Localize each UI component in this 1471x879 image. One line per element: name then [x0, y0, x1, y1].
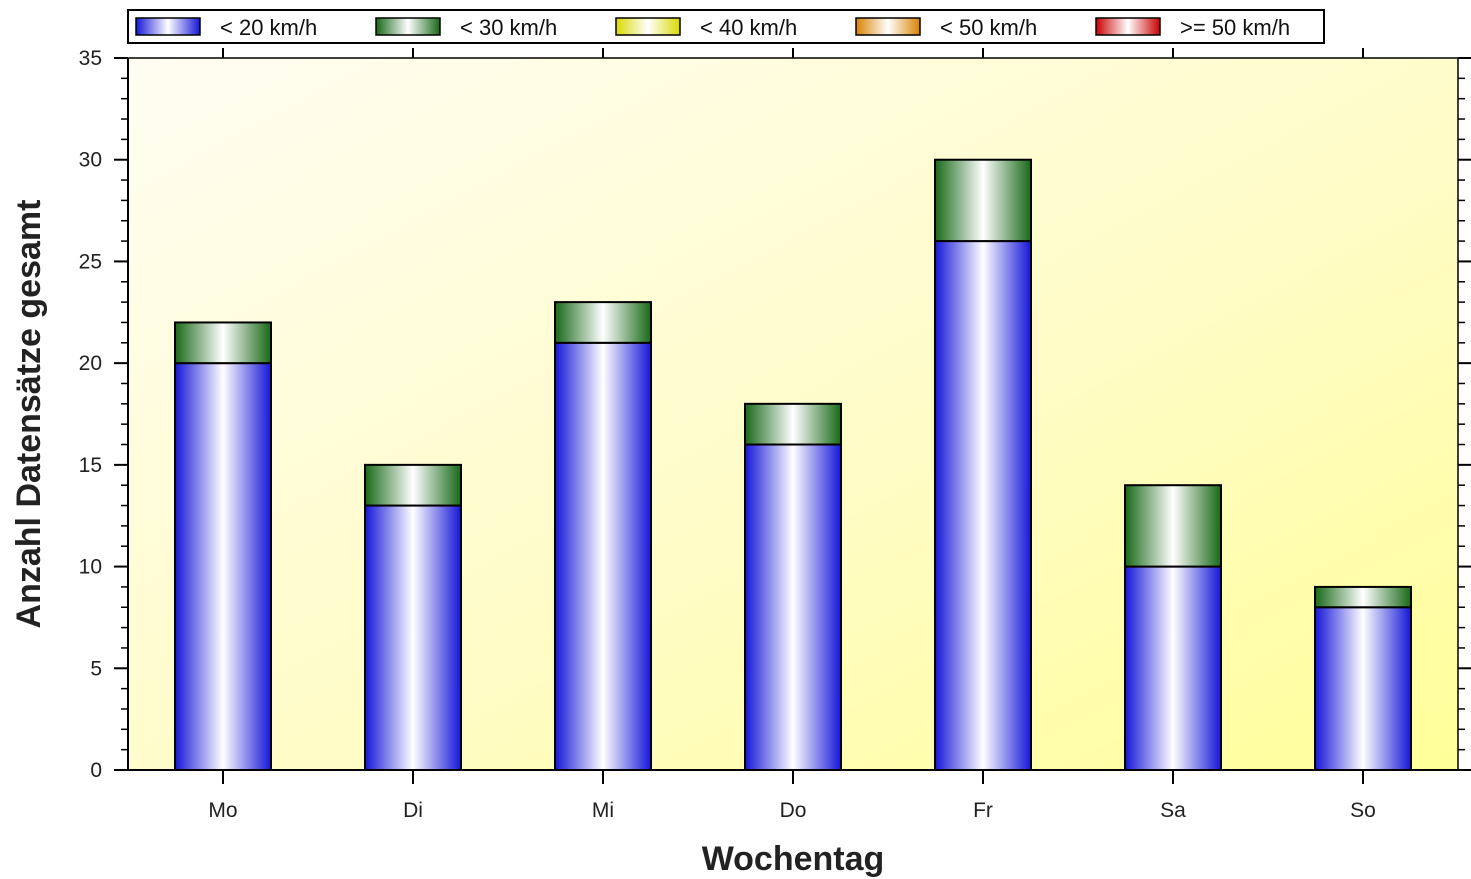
x-tick-label: Di	[403, 799, 423, 822]
y-tick-label: 20	[79, 352, 102, 375]
legend-swatch	[1095, 17, 1161, 36]
bar-do-series-0	[744, 443, 842, 771]
y-tick-label: 10	[79, 556, 102, 579]
x-tick-label: Fr	[973, 799, 993, 822]
x-tick-label: Do	[780, 799, 807, 822]
bar-mo-series-0	[174, 362, 272, 771]
legend-swatch	[375, 17, 441, 36]
bar-sa-series-1	[1124, 484, 1222, 568]
bar-so-series-1	[1314, 585, 1412, 609]
bar-do-series-1	[744, 402, 842, 446]
bar-mo-series-1	[174, 321, 272, 365]
tick-labels-layer: 0 5 10 15 20 25 30 35 Mo Di Mi Do Fr Sa So	[79, 47, 1376, 822]
y-axis-title: Anzahl Datensätze gesamt	[10, 200, 48, 629]
bar-mi-series-0	[554, 341, 652, 771]
x-tick-label: Mo	[208, 799, 237, 822]
legend-label: >= 50 km/h	[1180, 15, 1290, 40]
bar-di-series-0	[364, 504, 462, 771]
bar-di-series-1	[364, 463, 462, 507]
legend-swatch	[615, 17, 681, 36]
bar-fr-series-1	[934, 158, 1032, 243]
bar-fr-series-0	[934, 240, 1032, 772]
legend-label: < 50 km/h	[940, 15, 1037, 40]
legend-label: < 20 km/h	[220, 15, 317, 40]
y-tick-label: 0	[90, 759, 102, 782]
legend: < 20 km/h < 30 km/h < 40 km/h < 50 km/h >= 5…	[127, 9, 1325, 44]
x-axis-title: Wochentag	[702, 840, 885, 878]
legend-label: < 30 km/h	[460, 15, 557, 40]
y-tick-label: 15	[79, 454, 102, 477]
legend-swatch	[135, 17, 201, 36]
x-tick-label: Mi	[592, 799, 614, 822]
legend-label: < 40 km/h	[700, 15, 797, 40]
y-tick-label: 35	[79, 47, 102, 70]
bars-layer	[174, 158, 1412, 772]
y-tick-label: 30	[79, 149, 102, 172]
legend-swatch	[855, 17, 921, 36]
bar-so-series-0	[1314, 606, 1412, 771]
bar-sa-series-0	[1124, 565, 1222, 771]
bar-mi-series-1	[554, 301, 652, 344]
x-tick-label: So	[1350, 799, 1376, 822]
x-tick-label: Sa	[1160, 799, 1186, 822]
y-tick-label: 25	[79, 250, 102, 273]
y-tick-label: 5	[90, 657, 102, 680]
